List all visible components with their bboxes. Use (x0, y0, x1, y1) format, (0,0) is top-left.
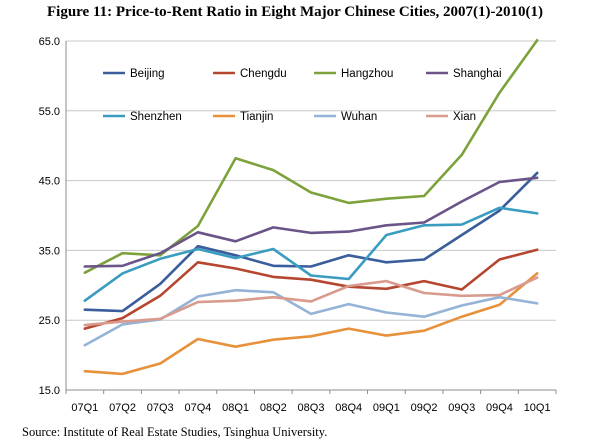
y-tick-label: 15.0 (39, 385, 60, 397)
legend: Beijing Chengdu Hangzhou Shanghai Shenzhen Ti… (103, 68, 502, 123)
x-tick-label: 07Q1 (71, 402, 98, 414)
y-tick-label: 65.0 (39, 36, 60, 48)
x-tick-label: 09Q4 (486, 402, 513, 414)
legend-label-xian: Xian (453, 111, 476, 123)
series-line-shanghai (83, 176, 539, 268)
figure-title: Figure 11: Price-to-Rent Ratio in Eight … (46, 4, 544, 20)
legend-label-beijing: Beijing (130, 68, 165, 80)
y-tick-label: 45.0 (39, 176, 60, 188)
legend-label-wuhan: Wuhan (341, 111, 377, 123)
x-tick-label: 07Q4 (184, 402, 211, 414)
series-line-xian (83, 276, 539, 327)
series-line-beijing (83, 171, 539, 313)
legend-label-chengdu: Chengdu (240, 68, 287, 80)
y-tick-label: 25.0 (39, 315, 60, 327)
x-tick-label: 09Q3 (448, 402, 475, 414)
x-tick-label: 08Q1 (222, 402, 249, 414)
x-axis-tick-labels: 07Q1 07Q2 07Q3 07Q4 08Q1 08Q2 08Q3 08Q4 09Q1 09Q2… (71, 402, 550, 414)
y-axis-tick-labels: 15.0 25.0 35.0 45.0 55.0 65.0 (39, 36, 60, 397)
series-line-hangzhou (83, 38, 539, 275)
x-tick-label: 08Q3 (298, 402, 325, 414)
x-tick-label: 08Q2 (260, 402, 287, 414)
x-tick-label: 10Q1 (524, 402, 551, 414)
axes (65, 41, 557, 394)
series-line-shenzhen (83, 206, 539, 303)
series-line-chengdu (83, 248, 539, 330)
legend-label-hangzhou: Hangzhou (341, 68, 393, 80)
y-tick-label: 35.0 (39, 245, 60, 257)
source-note: Source: Institute of Real Estate Studies… (22, 425, 328, 439)
series-line-tianjin (83, 272, 539, 376)
x-tick-label: 07Q2 (109, 402, 136, 414)
legend-label-tianjin: Tianjin (240, 111, 273, 123)
legend-label-shanghai: Shanghai (453, 68, 502, 80)
legend-label-shenzhen: Shenzhen (130, 111, 182, 123)
y-tick-label: 55.0 (39, 106, 60, 118)
x-tick-label: 09Q1 (373, 402, 400, 414)
x-tick-label: 07Q3 (147, 402, 174, 414)
x-tick-label: 08Q4 (335, 402, 362, 414)
x-tick-label: 09Q2 (411, 402, 438, 414)
series-lines (83, 38, 539, 376)
